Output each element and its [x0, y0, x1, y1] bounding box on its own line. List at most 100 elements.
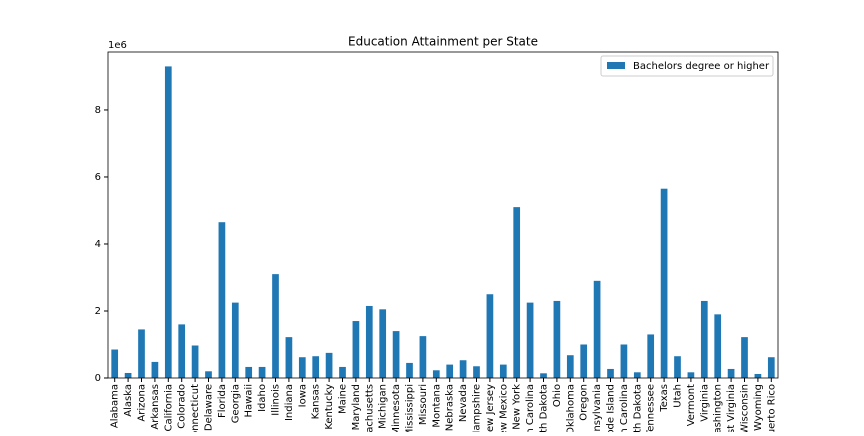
bar — [191, 345, 199, 378]
bar — [298, 357, 306, 378]
bar — [499, 364, 507, 378]
bar — [245, 366, 253, 378]
x-tick-label: Rhode Island — [606, 384, 617, 432]
x-tick-label: Iowa — [297, 384, 308, 407]
bar — [446, 364, 454, 378]
bar — [258, 366, 266, 378]
bar — [272, 274, 279, 378]
x-tick-label: Arkansas — [150, 384, 161, 430]
x-tick-label: South Carolina — [619, 384, 630, 432]
bar — [580, 344, 588, 378]
bar — [767, 357, 775, 378]
y-tick-label: 8 — [95, 105, 101, 116]
x-tick-label: Maryland — [351, 384, 362, 430]
x-tick-label: Idaho — [257, 384, 268, 412]
bar — [473, 366, 480, 378]
x-tick-label: Delaware — [204, 384, 215, 431]
plot-frame — [107, 51, 779, 379]
bar — [218, 222, 226, 378]
x-tick-label: Oklahoma — [565, 384, 576, 432]
bar — [151, 361, 159, 378]
bar — [231, 302, 239, 378]
x-tick-label: Pennsylvania — [592, 384, 603, 432]
x-tick-label: North Carolina — [525, 384, 536, 432]
x-tick-label: California — [163, 384, 174, 432]
bar — [566, 355, 574, 378]
bar — [365, 305, 373, 378]
x-tick-label: Arizona — [137, 384, 148, 422]
bar — [620, 344, 628, 378]
x-tick-label: Montana — [431, 384, 442, 428]
bar — [164, 66, 172, 379]
bar — [660, 188, 668, 378]
x-tick-label: New Mexico — [498, 384, 509, 432]
x-tick-label: Alabama — [110, 384, 121, 428]
bar — [432, 370, 440, 378]
bar — [205, 371, 212, 378]
bar — [419, 336, 427, 378]
bar — [741, 337, 748, 378]
bar — [607, 368, 614, 378]
x-tick-label: Vermont — [686, 384, 697, 426]
x-tick-label: New Jersey — [485, 384, 496, 432]
bar — [178, 324, 186, 378]
bar — [633, 372, 641, 378]
x-tick-label: Kansas — [311, 384, 322, 419]
bar — [124, 372, 132, 378]
bar — [553, 300, 561, 378]
x-tick-label: Michigan — [378, 384, 389, 429]
x-tick-label: Washington — [713, 384, 724, 432]
bar — [352, 321, 360, 378]
x-tick-label: Mississippi — [405, 384, 416, 432]
bar — [486, 294, 494, 378]
bar — [687, 372, 695, 378]
x-tick-label: Hawaii — [244, 384, 255, 418]
bar — [647, 334, 655, 378]
x-tick-label: Virginia — [699, 384, 710, 422]
legend-box — [600, 55, 774, 77]
x-tick-label: New York — [512, 384, 523, 430]
y-offset-label: 1e6 — [108, 40, 127, 51]
bar — [379, 309, 387, 378]
x-tick-label: Missouri — [418, 384, 429, 425]
x-tick-label: Oregon — [579, 384, 590, 421]
x-tick-label: West Virginia — [726, 384, 737, 432]
bar — [392, 331, 400, 378]
bar — [138, 329, 145, 378]
y-tick-label: 4 — [95, 239, 101, 250]
bar — [754, 373, 762, 378]
x-tick-label: Georgia — [230, 384, 241, 423]
legend-swatch — [607, 62, 625, 69]
x-tick-label: Illinois — [271, 384, 282, 416]
x-tick-label: South Dakota — [632, 384, 643, 432]
x-tick-label: Tennessee — [646, 384, 657, 432]
bar — [459, 360, 467, 378]
bar — [325, 352, 333, 378]
x-tick-label: Alaska — [123, 384, 134, 417]
bar — [339, 366, 346, 378]
x-tick-label: Nebraska — [445, 384, 456, 431]
x-tick-label: Indiana — [284, 384, 295, 421]
bar — [312, 356, 320, 378]
x-tick-label: Puerto Rico — [766, 384, 777, 432]
bar — [674, 356, 681, 378]
bar — [285, 337, 293, 378]
x-tick-label: Ohio — [552, 384, 563, 407]
x-tick-label: Nevada — [458, 384, 469, 422]
x-tick-label: Kentucky — [324, 384, 335, 430]
bar — [111, 349, 119, 378]
x-tick-label: Maine — [338, 384, 349, 414]
x-tick-label: North Dakota — [539, 384, 550, 432]
x-tick-label: Texas — [659, 384, 670, 413]
x-tick-label: Wisconsin — [740, 384, 751, 432]
x-tick-label: Connecticut — [190, 384, 201, 432]
legend-label: Bachelors degree or higher — [633, 61, 770, 72]
y-tick-label: 0 — [95, 373, 101, 384]
y-tick-label: 6 — [95, 172, 101, 183]
x-tick-label: Wyoming — [753, 384, 764, 431]
bar — [406, 362, 413, 378]
bar — [540, 373, 547, 378]
chart-title: Education Attainment per State — [348, 35, 538, 49]
bar — [593, 280, 601, 378]
